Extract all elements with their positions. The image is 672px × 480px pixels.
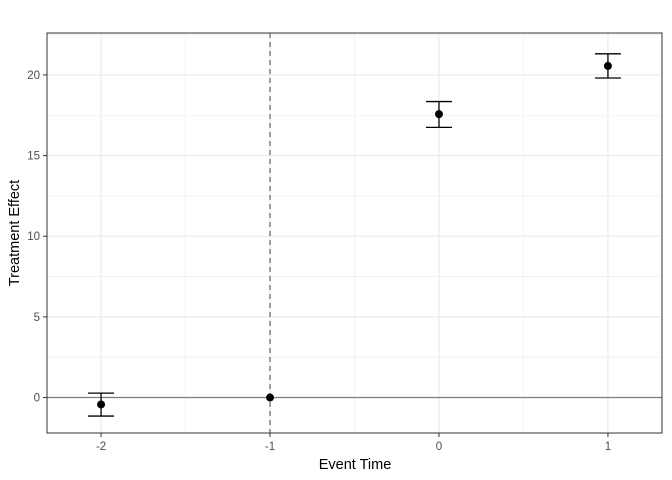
y-tick-label: 15 [27,151,40,163]
plot-border [46,32,663,434]
y-tick-label: 20 [27,70,40,82]
x-axis: -2 -1 0 1 [96,433,611,453]
x-axis-label: Event Time [319,457,392,473]
y-tick-label: 10 [27,231,40,243]
x-tick-label: 1 [605,441,611,453]
grid [47,33,662,433]
x-tick-label: -2 [96,441,106,453]
data-point [97,400,106,409]
data-point [266,393,275,402]
data-points [88,53,621,417]
reference-lines [47,33,662,433]
y-tick-label: 0 [34,393,40,405]
x-tick-label: 0 [436,441,442,453]
y-tick-label: 5 [34,312,40,324]
y-axis-label: Treatment Effect [7,180,23,286]
x-tick-label: -1 [265,441,275,453]
data-point [434,110,443,119]
y-axis: 0 5 10 15 20 [27,70,47,405]
data-point [603,61,612,70]
